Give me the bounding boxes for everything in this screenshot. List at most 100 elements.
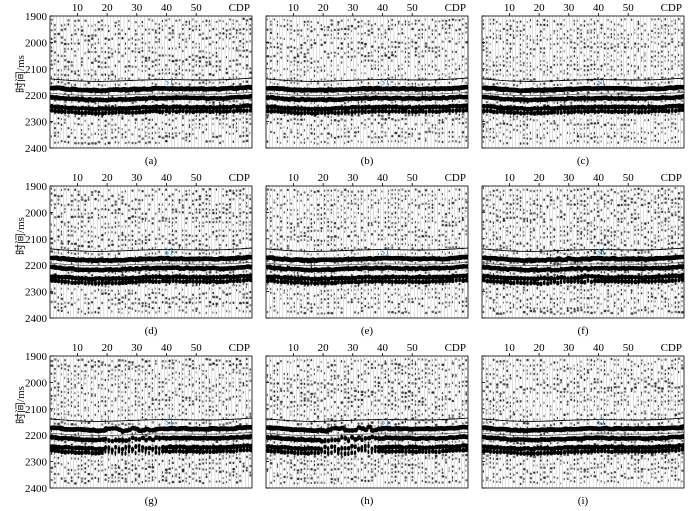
wiggle: [624, 114, 626, 117]
wiggle: [195, 42, 197, 45]
wiggle: [310, 25, 313, 29]
wiggle: [529, 52, 532, 55]
wiggle: [77, 122, 80, 126]
wiggle: [550, 43, 552, 46]
wiggle: [107, 188, 110, 192]
wiggle: [300, 118, 303, 121]
wiggle: [144, 56, 148, 60]
wiggle: [108, 231, 109, 234]
wiggle: [320, 23, 323, 27]
wiggle: [482, 140, 484, 144]
wiggle: [111, 239, 114, 243]
wiggle: [381, 64, 383, 68]
wiggle: [114, 128, 117, 131]
wiggle: [590, 122, 593, 125]
wiggle: [307, 27, 309, 31]
wiggle: [245, 67, 248, 70]
wiggle: [657, 27, 660, 31]
wiggle: [320, 92, 322, 95]
wiggle: [165, 296, 168, 300]
wiggle: [158, 207, 161, 211]
wiggle: [496, 40, 498, 44]
wiggle: [401, 41, 403, 44]
wiggle: [667, 29, 670, 32]
wiggle: [563, 32, 566, 36]
wiggle: [654, 113, 656, 117]
wiggle: [431, 46, 434, 50]
wiggle: [107, 197, 110, 201]
wiggle: [74, 247, 76, 251]
wiggle: [482, 82, 485, 85]
wiggle: [320, 69, 323, 72]
wiggle: [465, 57, 467, 61]
wiggle: [583, 24, 586, 28]
wiggle: [67, 311, 69, 314]
wiggle: [144, 235, 147, 239]
wiggle: [384, 71, 386, 75]
wiggle: [620, 91, 623, 95]
wiggle: [590, 40, 592, 44]
wiggle: [145, 131, 147, 134]
wiggle: [276, 140, 279, 144]
wiggle: [148, 233, 151, 237]
wiggle: [445, 117, 448, 120]
wiggle: [114, 296, 117, 300]
wiggle: [438, 121, 441, 125]
wiggle: [114, 77, 116, 81]
wiggle: [107, 306, 110, 310]
wiggle: [307, 123, 309, 127]
wiggle: [634, 69, 637, 73]
wiggle: [610, 140, 612, 144]
wiggle: [526, 137, 529, 140]
wiggle: [448, 81, 451, 84]
wiggle: [131, 49, 134, 53]
wiggle: [553, 101, 555, 105]
wiggle: [192, 132, 194, 136]
wiggle: [506, 22, 509, 26]
strong-wiggle: [100, 106, 105, 111]
wiggle: [50, 187, 52, 191]
wiggle: [155, 242, 157, 245]
wiggle: [121, 273, 124, 277]
wiggle: [242, 42, 245, 45]
wiggle: [461, 115, 464, 119]
wiggle: [566, 36, 569, 40]
wiggle: [580, 117, 582, 121]
wiggle: [509, 130, 511, 134]
wiggle: [519, 142, 522, 145]
wiggle: [489, 29, 492, 32]
wiggle: [70, 33, 73, 37]
wiggle: [67, 126, 70, 130]
wiggle: [70, 208, 73, 211]
wiggle: [563, 72, 565, 75]
wiggle: [563, 59, 565, 62]
wiggle: [590, 49, 592, 53]
wiggle: [74, 54, 77, 57]
wiggle: [185, 58, 188, 61]
strong-wiggle: [678, 84, 684, 90]
wiggle: [273, 69, 276, 72]
wiggle: [397, 45, 400, 49]
wiggle: [195, 25, 198, 28]
wiggle: [583, 42, 586, 45]
wiggle: [155, 29, 157, 32]
wiggle: [74, 226, 76, 229]
wiggle: [678, 28, 680, 32]
wiggle: [141, 49, 144, 53]
strong-wiggle: [114, 110, 118, 115]
strong-wiggle: [204, 108, 209, 114]
wiggle: [630, 64, 633, 68]
wiggle: [667, 125, 669, 129]
wiggle: [218, 31, 222, 35]
wiggle: [384, 91, 387, 94]
wiggle: [91, 74, 93, 78]
wiggle: [266, 75, 269, 79]
wiggle: [556, 73, 558, 76]
wiggle: [114, 75, 117, 78]
wiggle: [94, 72, 97, 76]
wiggle: [131, 207, 134, 211]
wiggle: [499, 122, 502, 125]
strong-wiggle: [549, 110, 554, 115]
wiggle: [563, 41, 565, 44]
